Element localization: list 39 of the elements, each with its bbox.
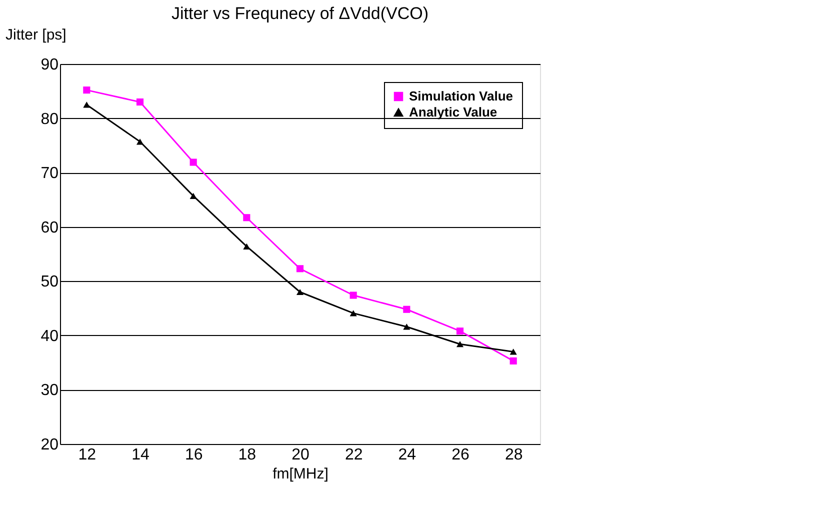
x-tick-label: 14 (132, 446, 150, 464)
y-tick-label: 80 (40, 110, 59, 128)
point (403, 306, 410, 313)
y-tick-label: 70 (40, 165, 59, 182)
point (136, 98, 144, 106)
y-tick-label: 50 (40, 274, 59, 291)
x-tick-label: 20 (292, 446, 310, 464)
x-tick-label: 12 (78, 446, 96, 464)
y-tick-label: 90 (40, 56, 59, 74)
chart-title: Jitter vs Frequnecy of ΔVdd(VCO) (172, 4, 428, 23)
legend-label: Analytic Value (409, 104, 498, 120)
point (456, 341, 464, 348)
legend-label: Simulation Value (409, 88, 514, 104)
x-tick-label: 24 (398, 446, 416, 464)
point (190, 192, 197, 199)
point (296, 265, 304, 272)
point (350, 292, 357, 299)
y-tick-label: 40 (40, 328, 59, 345)
x-tick-label: 18 (238, 446, 256, 464)
point (350, 310, 357, 316)
x-tick-label: 16 (184, 446, 203, 464)
x-tick-label: 28 (504, 446, 523, 464)
point (403, 324, 410, 330)
point (510, 348, 517, 355)
y-tick-label: 30 (40, 382, 59, 400)
y-tick-label: 60 (40, 219, 59, 236)
y-axis-title: Jitter [ps] (6, 26, 66, 44)
point (83, 102, 90, 108)
point (296, 288, 304, 296)
point (243, 243, 250, 250)
x-tick-label: 22 (344, 446, 363, 464)
point (190, 158, 197, 166)
point (83, 86, 90, 94)
x-axis-title: fm[MHz] (272, 466, 328, 482)
point (243, 214, 250, 222)
x-tick-label: 26 (452, 446, 470, 464)
point (510, 357, 517, 364)
point (456, 328, 464, 335)
point (136, 138, 144, 145)
